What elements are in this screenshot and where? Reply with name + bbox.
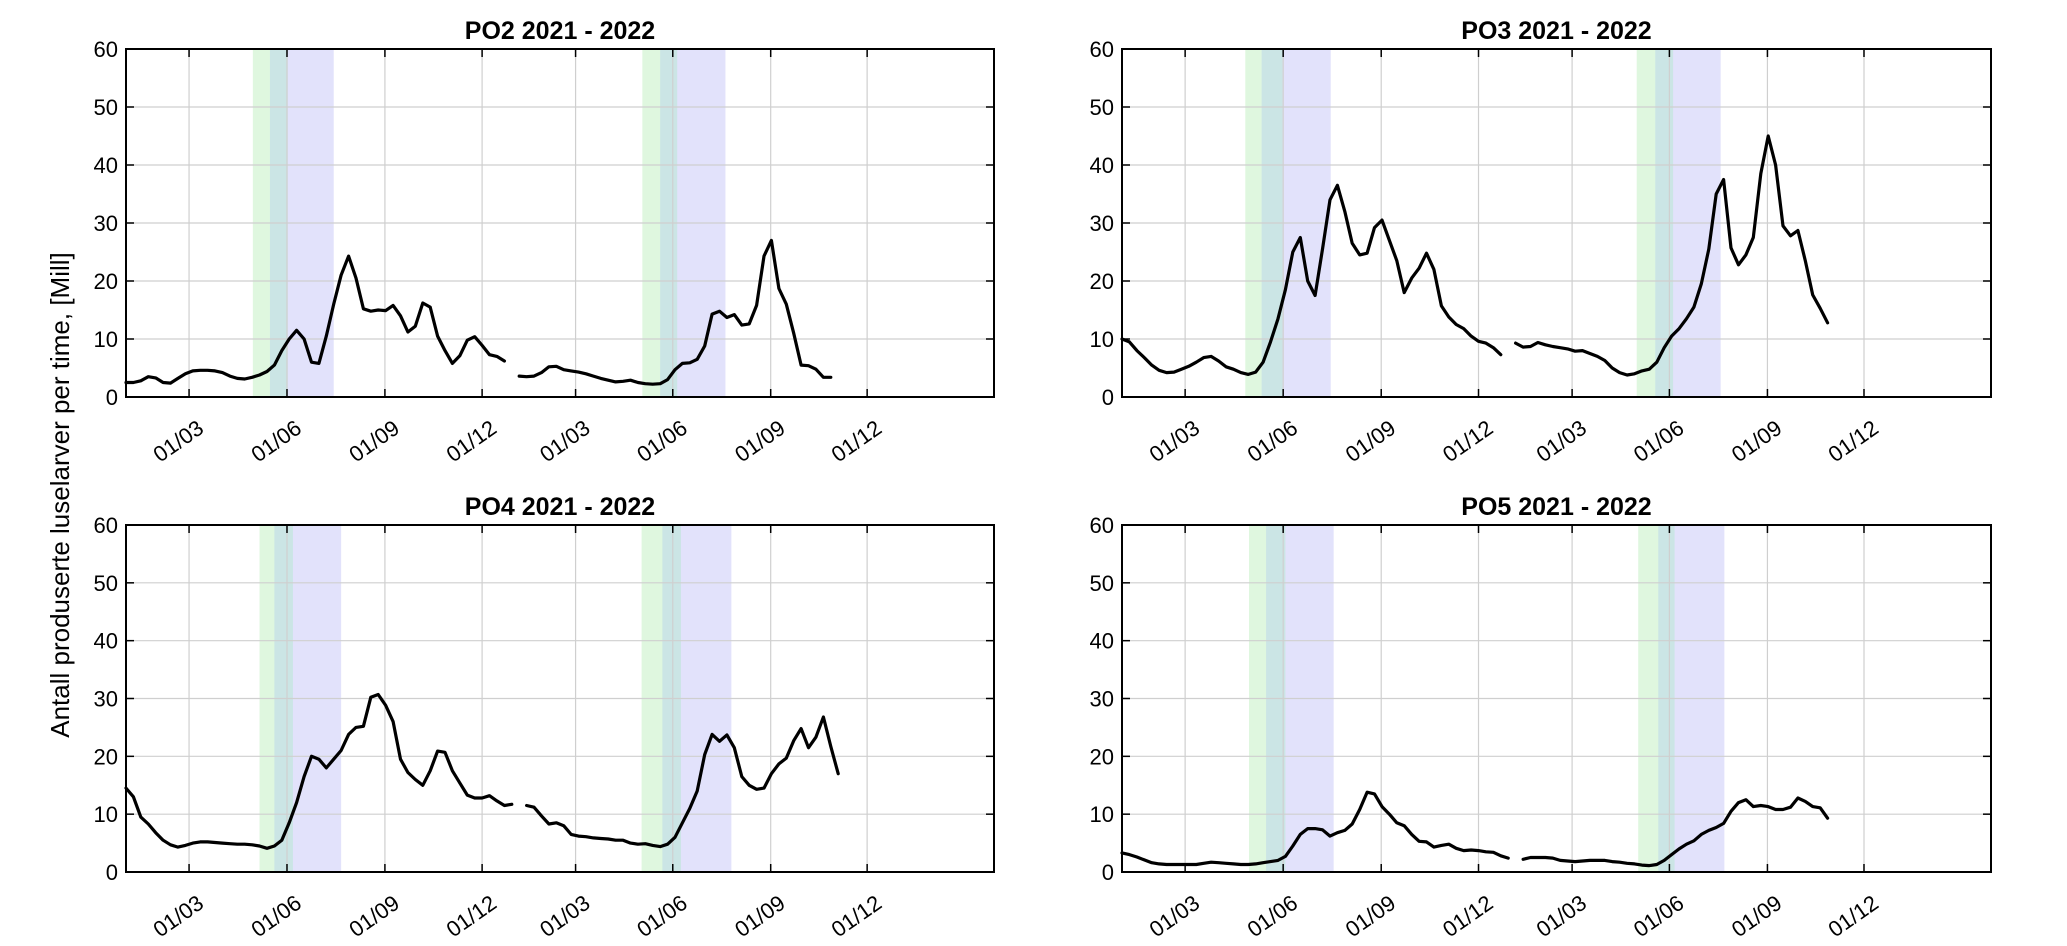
y-tick-label: 20 bbox=[1090, 744, 1114, 769]
x-tick-label: 01/06 bbox=[1629, 415, 1688, 467]
y-tick-label: 10 bbox=[1090, 802, 1114, 827]
x-tick-label: 01/09 bbox=[1727, 415, 1786, 467]
series-line-1 bbox=[124, 692, 514, 850]
y-tick-label: 10 bbox=[94, 802, 118, 827]
chart-title: PO5 2021 - 2022 bbox=[1461, 493, 1651, 521]
y-tick-label: 0 bbox=[106, 860, 118, 885]
y-tick-label: 0 bbox=[1102, 860, 1114, 885]
x-tick-label: 01/03 bbox=[535, 415, 594, 467]
y-tick-label: 30 bbox=[94, 211, 118, 236]
x-tick-label: 01/09 bbox=[1341, 890, 1400, 942]
x-tick-label: 01/06 bbox=[247, 890, 306, 942]
series-line-2 bbox=[1514, 134, 1830, 377]
y-tick-label: 10 bbox=[94, 327, 118, 352]
x-tick-label: 01/12 bbox=[1824, 890, 1883, 942]
x-tick-label: 01/09 bbox=[1727, 890, 1786, 942]
y-tick-label: 50 bbox=[1090, 95, 1114, 120]
y-tick-label: 60 bbox=[1090, 513, 1114, 538]
x-tick-label: 01/09 bbox=[344, 415, 403, 467]
y-tick-label: 40 bbox=[1090, 153, 1114, 178]
y-tick-label: 20 bbox=[94, 269, 118, 294]
series-line-1 bbox=[124, 254, 506, 385]
y-tick-label: 60 bbox=[1090, 37, 1114, 62]
y-tick-label: 50 bbox=[94, 95, 118, 120]
y-tick-label: 40 bbox=[94, 153, 118, 178]
y-tick-label: 10 bbox=[1090, 327, 1114, 352]
chart-title: PO2 2021 - 2022 bbox=[465, 17, 655, 45]
x-tick-label: 01/03 bbox=[1145, 415, 1204, 467]
y-tick-label: 50 bbox=[1090, 571, 1114, 596]
y-tick-label: 30 bbox=[1090, 687, 1114, 712]
y-tick-label: 60 bbox=[94, 37, 118, 62]
x-tick-label: 01/09 bbox=[344, 890, 403, 942]
series-line-2 bbox=[525, 715, 840, 849]
chart-panel-4: PO5 2021 - 2022 0 10 20 30 40 50 60 01/03 01/06 01… bbox=[1090, 493, 1992, 942]
x-tick-label: 01/06 bbox=[1629, 890, 1688, 942]
y-tick-label: 30 bbox=[94, 687, 118, 712]
x-tick-label: 01/03 bbox=[1532, 890, 1591, 942]
chart-panel-2: PO3 2021 - 2022 0 10 20 30 40 50 60 01/03 01/06 01… bbox=[1090, 17, 1992, 467]
y-tick-label: 40 bbox=[94, 629, 118, 654]
x-tick-label: 01/03 bbox=[1532, 415, 1591, 467]
x-tick-label: 01/09 bbox=[730, 890, 789, 942]
series-line-1 bbox=[1120, 183, 1503, 376]
y-tick-label: 0 bbox=[106, 385, 118, 410]
x-tick-label: 01/03 bbox=[535, 890, 594, 942]
x-tick-label: 01/12 bbox=[1438, 415, 1497, 467]
y-axis-label: Antall produserte luselarver per time, [… bbox=[45, 252, 75, 738]
y-tick-label: 20 bbox=[1090, 269, 1114, 294]
y-tick-label: 20 bbox=[94, 744, 118, 769]
x-tick-label: 01/06 bbox=[632, 415, 691, 467]
series-line-2 bbox=[1521, 796, 1830, 868]
x-tick-label: 01/06 bbox=[1243, 415, 1302, 467]
x-tick-label: 01/06 bbox=[1243, 890, 1302, 942]
x-tick-label: 01/12 bbox=[827, 890, 886, 942]
x-tick-label: 01/09 bbox=[730, 415, 789, 467]
chart-panel-1: PO2 2021 - 2022 0 10 20 30 40 50 60 01/03 01/06 01… bbox=[94, 17, 995, 467]
chart-panel-3: PO4 2021 - 2022 0 10 20 30 40 50 60 01/03 01/06 01… bbox=[94, 493, 995, 942]
chart-title: PO4 2021 - 2022 bbox=[465, 493, 655, 521]
y-tick-label: 40 bbox=[1090, 629, 1114, 654]
x-tick-label: 01/03 bbox=[149, 890, 208, 942]
x-tick-label: 01/12 bbox=[442, 415, 501, 467]
x-tick-label: 01/12 bbox=[1824, 415, 1883, 467]
y-tick-label: 50 bbox=[94, 571, 118, 596]
x-tick-label: 01/12 bbox=[827, 415, 886, 467]
x-tick-label: 01/06 bbox=[247, 415, 306, 467]
y-tick-label: 60 bbox=[94, 513, 118, 538]
x-tick-label: 01/03 bbox=[1145, 890, 1204, 942]
x-tick-label: 01/12 bbox=[1438, 890, 1497, 942]
x-tick-label: 01/12 bbox=[442, 890, 501, 942]
x-tick-label: 01/09 bbox=[1341, 415, 1400, 467]
series-line-1 bbox=[1120, 790, 1510, 867]
y-tick-label: 30 bbox=[1090, 211, 1114, 236]
x-tick-label: 01/03 bbox=[149, 415, 208, 467]
series-line-2 bbox=[517, 238, 833, 386]
x-tick-label: 01/06 bbox=[632, 890, 691, 942]
y-tick-label: 0 bbox=[1102, 385, 1114, 410]
chart-title: PO3 2021 - 2022 bbox=[1461, 17, 1651, 45]
